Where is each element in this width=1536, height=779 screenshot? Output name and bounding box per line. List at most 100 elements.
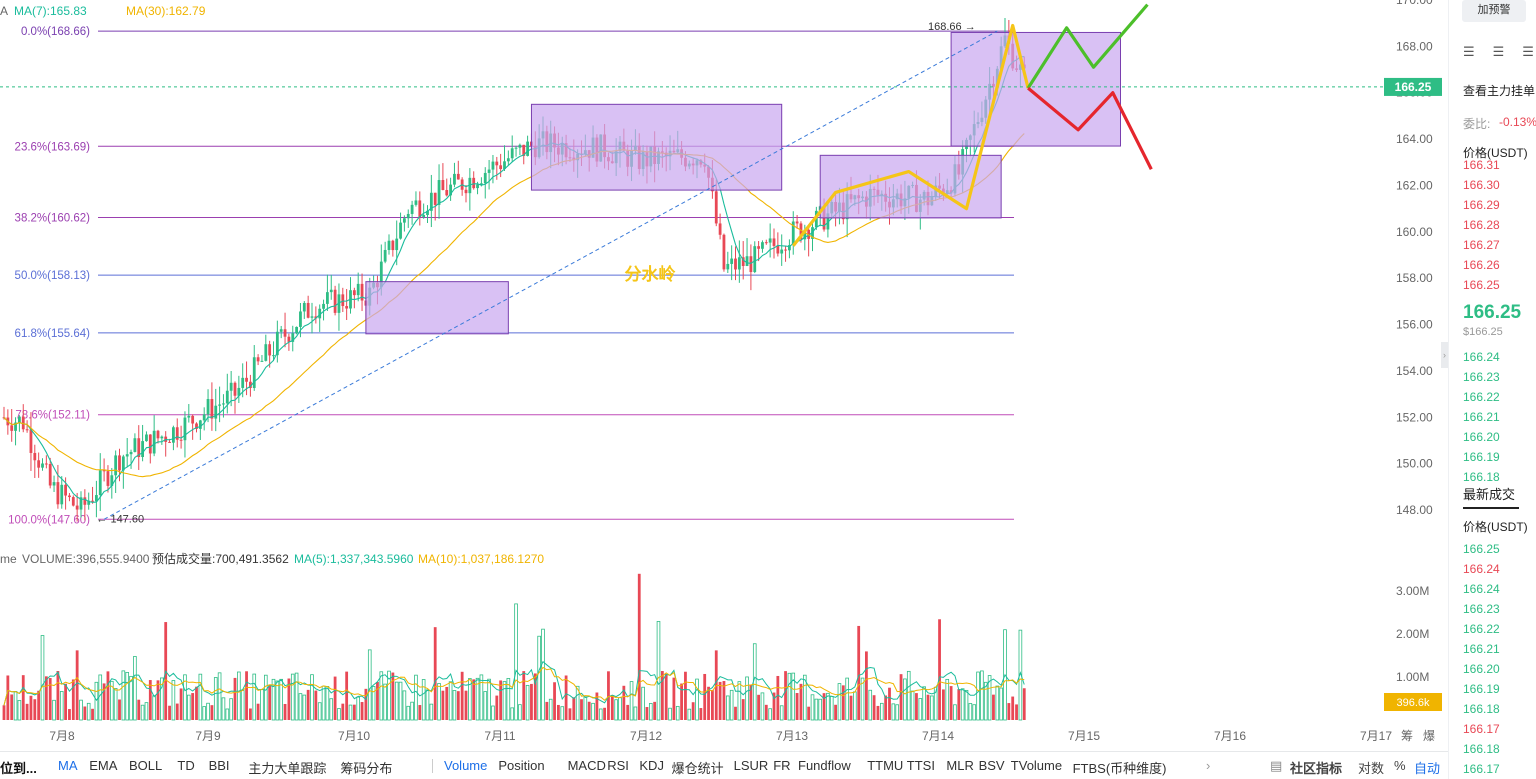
main-indicator-0[interactable]: MA [58, 758, 78, 773]
volume-bar [429, 703, 434, 721]
main-indicator-1[interactable]: EMA [89, 758, 118, 773]
sub-indicator-6[interactable]: LSUR [733, 758, 769, 773]
trade-price-row[interactable]: 166.23 [1463, 602, 1500, 616]
volume-bar [888, 687, 891, 720]
volume-bar [10, 694, 14, 720]
volume-bar [306, 689, 310, 720]
sub-indicator-12[interactable]: BSV [978, 758, 1005, 773]
volume-bar [980, 670, 984, 721]
volume-bar [321, 685, 326, 721]
price-tick-label: 152.00 [1396, 410, 1433, 424]
sub-indicator-4[interactable]: KDJ [639, 758, 664, 773]
volume-bar [1011, 696, 1015, 720]
candle-body [252, 357, 256, 389]
price-tick-label: 156.00 [1396, 318, 1433, 332]
main-indicator-2[interactable]: BOLL [129, 758, 163, 773]
volume-bar [734, 706, 737, 720]
sub-indicator-7[interactable]: FR [773, 758, 791, 773]
sub-indicator-2[interactable]: MACD [567, 758, 606, 773]
sub-indicator-9[interactable]: TTMU [867, 758, 904, 773]
bid-price-row[interactable]: 166.21 [1463, 410, 1500, 424]
ask-price-row[interactable]: 166.26 [1463, 258, 1500, 272]
volume-bar [687, 708, 692, 721]
volume-bar [656, 621, 661, 721]
volume-bar [637, 573, 641, 720]
ask-price-row[interactable]: 166.29 [1463, 198, 1500, 212]
candle-body [722, 234, 726, 270]
date-tick-label: 7月15 [1068, 729, 1100, 743]
panel-collapse-icon[interactable]: › [1441, 342, 1448, 368]
trade-price-row[interactable]: 166.18 [1463, 742, 1500, 756]
volume-bar [949, 686, 953, 720]
ask-price-row[interactable]: 166.30 [1463, 178, 1500, 192]
main-indicator-3[interactable]: TD [177, 758, 195, 773]
sub-indicator-11[interactable]: MLR [946, 758, 974, 773]
sub-indicator-5[interactable]: 爆仓统计 [671, 761, 724, 776]
main-indicator-5[interactable]: 主力大单跟踪 [248, 761, 327, 776]
ask-price-row[interactable]: 166.31 [1463, 158, 1500, 172]
sub-indicator-10[interactable]: TTSI [906, 758, 935, 773]
volume-bar [13, 691, 18, 721]
community-icon[interactable]: ▤ [1270, 758, 1283, 773]
candle-body [426, 210, 429, 216]
bid-price-row[interactable]: 166.19 [1463, 450, 1500, 464]
sub-indicator-3[interactable]: RSI [607, 758, 629, 773]
trade-price-row[interactable]: 166.24 [1463, 582, 1500, 596]
trade-price-row[interactable]: 166.19 [1463, 682, 1500, 696]
consolidation-box [365, 281, 509, 335]
trade-price-row[interactable]: 166.24 [1463, 562, 1500, 576]
bid-price-row[interactable]: 166.22 [1463, 390, 1500, 404]
candle-body [175, 427, 179, 440]
volume-bar [179, 688, 183, 720]
orderbook-title[interactable]: 查看主力挂单 [1463, 84, 1536, 98]
volume-bar [895, 704, 899, 721]
bid-price-row[interactable]: 166.24 [1463, 350, 1500, 364]
volume-bar [2, 705, 6, 720]
main-indicator-4[interactable]: BBI [208, 758, 230, 773]
main-indicator-6[interactable]: 筹码分布 [340, 761, 393, 776]
trade-price-row[interactable]: 166.17 [1463, 722, 1500, 736]
bid-price-row[interactable]: 166.18 [1463, 470, 1500, 484]
axis-control-label[interactable]: 爆 [1423, 729, 1435, 743]
order-book-panel: ☰☰☰ 查看主力挂单 委比: -0.13% 价格(USDT) 166.31 166… [1448, 0, 1536, 779]
add-alert-button[interactable]: 加预警 [1462, 0, 1526, 22]
volume-bar [999, 687, 1003, 721]
bid-price-row[interactable]: 166.23 [1463, 370, 1500, 384]
volume-bar [684, 671, 687, 720]
candle-body [503, 161, 506, 170]
ask-price-row[interactable]: 166.28 [1463, 218, 1500, 232]
ask-price-row[interactable]: 166.25 [1463, 278, 1500, 292]
log-scale-toggle[interactable]: 对数 [1358, 761, 1385, 776]
trade-price-row[interactable]: 166.18 [1463, 702, 1500, 716]
trade-price-row[interactable]: 166.25 [1463, 542, 1500, 556]
ask-price-row[interactable]: 166.27 [1463, 238, 1500, 252]
trades-title[interactable]: 最新成交 [1463, 487, 1516, 502]
candle-body [318, 308, 322, 319]
volume-bar [140, 704, 145, 721]
volume-bar [930, 695, 934, 721]
toolbar-divider [432, 759, 433, 773]
candle-body [726, 263, 730, 270]
more-indicators-chevron-icon[interactable]: › [1206, 758, 1211, 773]
candle-body [518, 144, 522, 148]
volume-bar [957, 689, 961, 720]
auto-scale-toggle[interactable]: 自动 [1414, 761, 1441, 776]
sub-indicator-14[interactable]: FTBS(币种维度) [1072, 761, 1167, 776]
community-indicators-button[interactable]: 社区指标 [1290, 761, 1343, 776]
price-chart[interactable]: 170.00168.00166.00164.00162.00160.00158.… [0, 0, 1448, 751]
bid-price-row[interactable]: 166.20 [1463, 430, 1500, 444]
trade-price-row[interactable]: 166.22 [1463, 622, 1500, 636]
trade-price-row[interactable]: 166.21 [1463, 642, 1500, 656]
volume-bar [229, 698, 233, 721]
trade-price-row[interactable]: 166.17 [1463, 762, 1500, 776]
percent-toggle[interactable]: % [1394, 758, 1406, 773]
axis-control-label[interactable]: 筹 [1401, 729, 1413, 743]
volume-ma10-legend: MA(10):1,037,186.1270 [418, 552, 544, 566]
sub-indicator-1[interactable]: Position [498, 758, 545, 773]
left-menu-label[interactable]: 位到... [0, 761, 37, 776]
sub-indicator-8[interactable]: Fundflow [798, 758, 851, 773]
sub-indicator-13[interactable]: TVolume [1010, 758, 1063, 773]
sub-indicator-0[interactable]: Volume [444, 758, 488, 773]
trade-price-row[interactable]: 166.20 [1463, 662, 1500, 676]
candle-body [464, 189, 468, 194]
